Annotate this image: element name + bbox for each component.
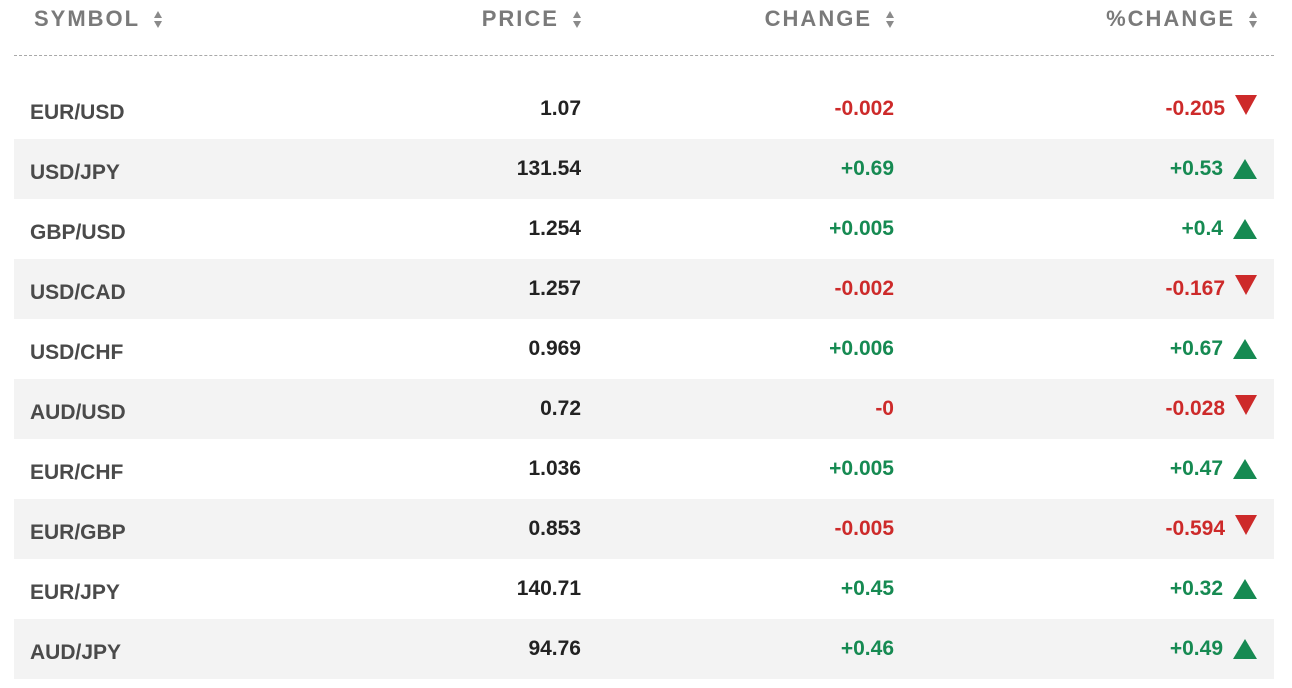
- table-row[interactable]: USD/CHF 0.969 +0.006 +0.67: [14, 319, 1274, 379]
- triangle-down-icon: [1235, 275, 1257, 295]
- table-row[interactable]: USD/CAD 1.257 -0.002 -0.167: [14, 259, 1274, 319]
- pct-change-cell: -0.205: [894, 95, 1257, 121]
- symbol-cell[interactable]: EUR/USD: [30, 101, 125, 124]
- symbol-cell[interactable]: USD/JPY: [30, 161, 120, 184]
- table-body: EUR/USD 1.07 -0.002 -0.205 USD/JPY 131.54 +0.6…: [14, 79, 1274, 679]
- symbol-cell[interactable]: EUR/JPY: [30, 581, 120, 604]
- change-cell: -0.002: [834, 97, 894, 120]
- price-cell: 1.036: [528, 457, 581, 480]
- symbol-cell[interactable]: USD/CHF: [30, 341, 124, 364]
- change-cell: +0.005: [829, 457, 894, 480]
- price-cell: 1.254: [528, 217, 581, 240]
- header-pct-change[interactable]: %CHANGE: [894, 6, 1257, 32]
- change-cell: +0.45: [840, 577, 894, 600]
- pct-change-value: +0.49: [1169, 637, 1223, 660]
- triangle-up-icon: [1233, 159, 1257, 179]
- price-cell: 1.07: [540, 97, 581, 120]
- triangle-up-icon: [1233, 459, 1257, 479]
- table-row[interactable]: AUD/JPY 94.76 +0.46 +0.49: [14, 619, 1274, 679]
- table-row[interactable]: GBP/USD 1.254 +0.005 +0.4: [14, 199, 1274, 259]
- change-cell: +0.69: [840, 157, 894, 180]
- table-row[interactable]: EUR/GBP 0.853 -0.005 -0.594: [14, 499, 1274, 559]
- price-cell: 1.257: [528, 277, 581, 300]
- table-row[interactable]: EUR/CHF 1.036 +0.005 +0.47: [14, 439, 1274, 499]
- price-cell: 0.72: [540, 397, 581, 420]
- triangle-down-icon: [1235, 95, 1257, 115]
- pct-change-cell: +0.49: [894, 637, 1257, 661]
- price-cell: 140.71: [516, 577, 581, 600]
- change-cell: -0: [875, 397, 894, 420]
- change-cell: +0.005: [829, 217, 894, 240]
- symbol-cell[interactable]: GBP/USD: [30, 221, 126, 244]
- header-price-label: PRICE: [481, 6, 559, 31]
- pct-change-value: -0.205: [1165, 97, 1225, 120]
- pct-change-cell: -0.167: [894, 275, 1257, 301]
- pct-change-cell: -0.594: [894, 515, 1257, 541]
- sort-icon[interactable]: [154, 10, 163, 28]
- pct-change-cell: +0.47: [894, 457, 1257, 481]
- sort-icon[interactable]: [886, 10, 894, 28]
- pct-change-value: +0.53: [1169, 157, 1223, 180]
- table-row[interactable]: AUD/USD 0.72 -0 -0.028: [14, 379, 1274, 439]
- price-cell: 131.54: [516, 157, 581, 180]
- symbol-cell[interactable]: USD/CAD: [30, 281, 126, 304]
- header-pct-change-label: %CHANGE: [1106, 6, 1235, 31]
- pct-change-value: +0.32: [1169, 577, 1223, 600]
- sort-icon[interactable]: [573, 10, 581, 28]
- header-price[interactable]: PRICE: [314, 6, 581, 32]
- triangle-up-icon: [1233, 219, 1257, 239]
- pct-change-value: +0.67: [1169, 337, 1223, 360]
- header-symbol-label: SYMBOL: [34, 6, 141, 31]
- table-row[interactable]: EUR/USD 1.07 -0.002 -0.205: [14, 79, 1274, 139]
- pct-change-cell: -0.028: [894, 395, 1257, 421]
- change-cell: +0.46: [840, 637, 894, 660]
- symbol-cell[interactable]: AUD/USD: [30, 401, 126, 424]
- pct-change-value: -0.028: [1165, 397, 1225, 420]
- pct-change-cell: +0.4: [894, 217, 1257, 241]
- pct-change-cell: +0.53: [894, 157, 1257, 181]
- header-symbol[interactable]: SYMBOL: [14, 6, 314, 32]
- table-row[interactable]: EUR/JPY 140.71 +0.45 +0.32: [14, 559, 1274, 619]
- pct-change-value: -0.594: [1165, 517, 1225, 540]
- pct-change-value: -0.167: [1165, 277, 1225, 300]
- sort-icon[interactable]: [1249, 10, 1257, 28]
- currency-table: SYMBOL PRICE CHANGE %CHANGE EUR/USD 1.07 -…: [14, 0, 1274, 679]
- symbol-cell[interactable]: EUR/CHF: [30, 461, 124, 484]
- price-cell: 0.853: [528, 517, 581, 540]
- change-cell: -0.005: [834, 517, 894, 540]
- triangle-up-icon: [1233, 639, 1257, 659]
- pct-change-value: +0.47: [1169, 457, 1223, 480]
- triangle-down-icon: [1235, 395, 1257, 415]
- table-row[interactable]: USD/JPY 131.54 +0.69 +0.53: [14, 139, 1274, 199]
- table-header: SYMBOL PRICE CHANGE %CHANGE: [14, 0, 1274, 56]
- triangle-down-icon: [1235, 515, 1257, 535]
- triangle-up-icon: [1233, 339, 1257, 359]
- pct-change-cell: +0.67: [894, 337, 1257, 361]
- header-change-label: CHANGE: [764, 6, 872, 31]
- triangle-up-icon: [1233, 579, 1257, 599]
- price-cell: 0.969: [528, 337, 581, 360]
- symbol-cell[interactable]: AUD/JPY: [30, 641, 122, 664]
- price-cell: 94.76: [528, 637, 581, 660]
- header-change[interactable]: CHANGE: [581, 6, 894, 32]
- pct-change-cell: +0.32: [894, 577, 1257, 601]
- change-cell: -0.002: [834, 277, 894, 300]
- change-cell: +0.006: [829, 337, 894, 360]
- pct-change-value: +0.4: [1181, 217, 1223, 240]
- symbol-cell[interactable]: EUR/GBP: [30, 521, 126, 544]
